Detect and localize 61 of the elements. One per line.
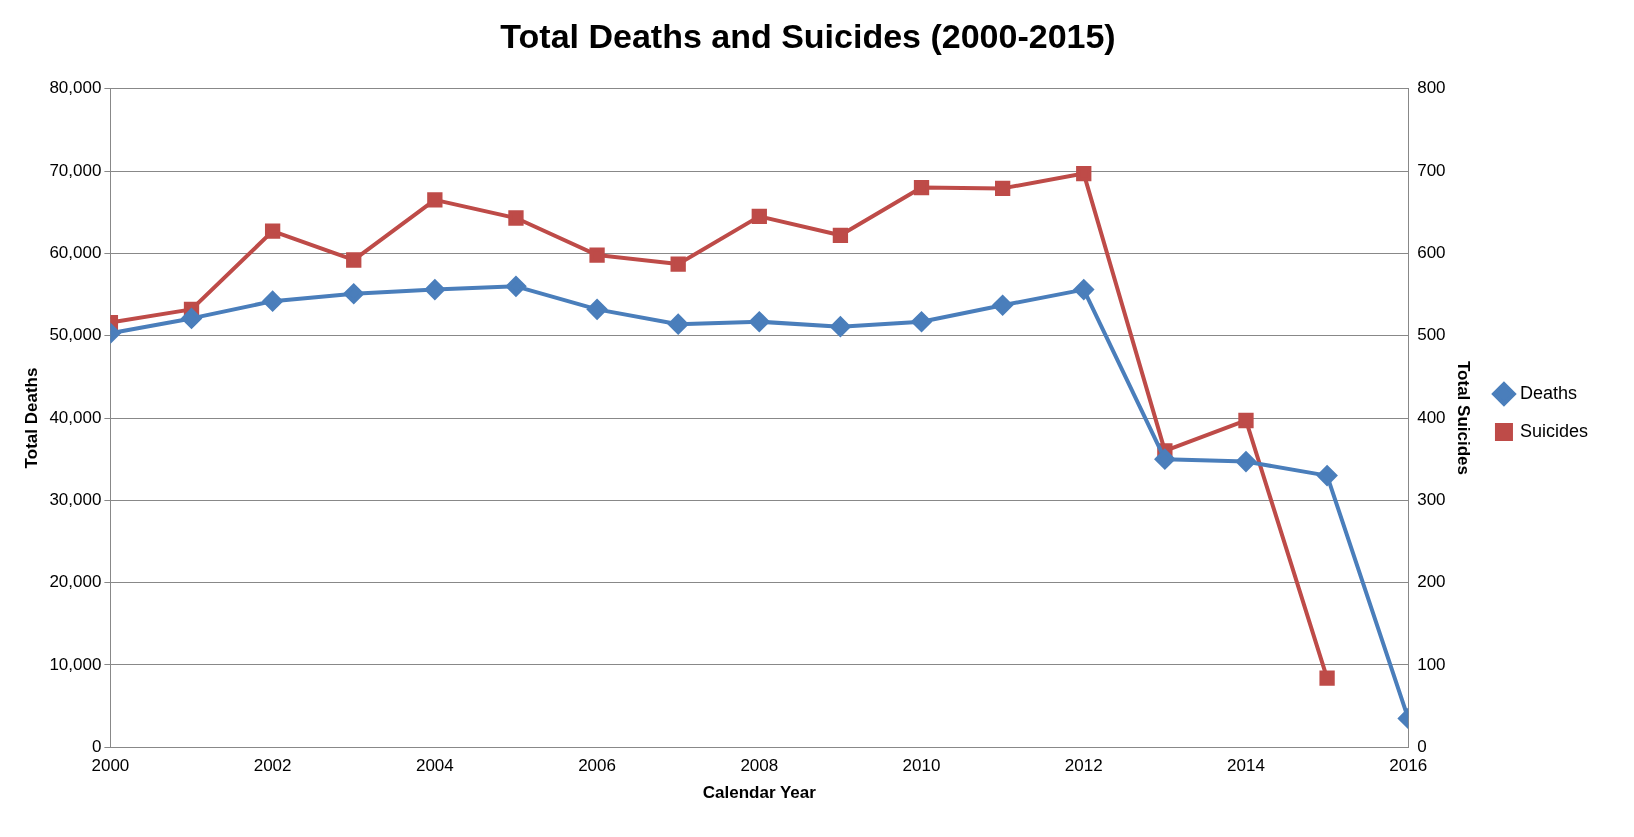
y2-tick-label: 600 bbox=[1417, 243, 1446, 263]
x-tick-label: 2002 bbox=[253, 756, 292, 776]
point bbox=[668, 314, 689, 335]
point bbox=[427, 192, 443, 208]
legend-label: Suicides bbox=[1519, 420, 1589, 441]
point bbox=[830, 316, 851, 337]
x-tick-label: 2000 bbox=[91, 756, 130, 776]
x-tick-label: 2014 bbox=[1227, 756, 1265, 776]
point bbox=[587, 299, 608, 320]
point bbox=[994, 180, 1011, 197]
point bbox=[1235, 451, 1256, 472]
point bbox=[505, 276, 526, 297]
y-axis-title: Total Deaths bbox=[21, 367, 41, 469]
point bbox=[832, 227, 849, 243]
y2-axis-title: Total Suicides bbox=[1454, 361, 1474, 475]
x-tick-label: 2006 bbox=[578, 756, 616, 776]
y-tick-label: 80,000 bbox=[49, 78, 102, 98]
y2-tick-label: 200 bbox=[1417, 572, 1446, 592]
y-tick-label: 70,000 bbox=[49, 160, 102, 180]
point bbox=[670, 256, 686, 272]
point bbox=[262, 291, 283, 312]
point bbox=[343, 283, 364, 304]
y2-tick-label: 300 bbox=[1417, 489, 1446, 509]
point bbox=[992, 295, 1013, 316]
x-tick-label: 2004 bbox=[415, 756, 454, 776]
point bbox=[911, 311, 932, 332]
x-tick-label: 2012 bbox=[1064, 756, 1103, 776]
point bbox=[589, 247, 605, 263]
y2-tick-label: 0 bbox=[1417, 736, 1427, 756]
point bbox=[1076, 165, 1092, 182]
x-tick-label: 2008 bbox=[740, 756, 779, 776]
point bbox=[346, 252, 362, 268]
y-tick-label: 30,000 bbox=[49, 489, 102, 509]
y2-tick-label: 500 bbox=[1417, 325, 1446, 345]
y2-tick-label: 700 bbox=[1417, 160, 1446, 180]
point bbox=[424, 279, 445, 300]
x-tick-label: 2016 bbox=[1389, 756, 1428, 776]
y2-tick-label: 100 bbox=[1417, 654, 1446, 674]
y2-tick-label: 800 bbox=[1417, 78, 1446, 98]
point bbox=[751, 208, 767, 225]
legend-label: Deaths bbox=[1519, 382, 1578, 403]
y2-tick-label: 400 bbox=[1417, 407, 1446, 427]
y-tick-label: 50,000 bbox=[49, 325, 102, 345]
point bbox=[1154, 449, 1175, 470]
point bbox=[508, 210, 524, 226]
y-tick-label: 40,000 bbox=[49, 407, 102, 427]
y-tick-label: 20,000 bbox=[49, 572, 102, 592]
chart-title: Total Deaths and Suicides (2000-2015) bbox=[500, 16, 1116, 55]
point bbox=[1317, 465, 1338, 486]
x-axis-title: Calendar Year bbox=[702, 783, 817, 803]
y-tick-label: 0 bbox=[91, 736, 102, 756]
point bbox=[749, 311, 770, 332]
point bbox=[1073, 279, 1094, 300]
y-tick-label: 60,000 bbox=[49, 243, 102, 263]
point bbox=[1238, 412, 1254, 429]
x-tick-label: 2010 bbox=[902, 756, 941, 776]
point bbox=[1319, 670, 1335, 686]
point bbox=[913, 179, 930, 196]
point bbox=[264, 223, 281, 239]
point bbox=[181, 308, 202, 329]
y-tick-label: 10,000 bbox=[49, 654, 102, 674]
